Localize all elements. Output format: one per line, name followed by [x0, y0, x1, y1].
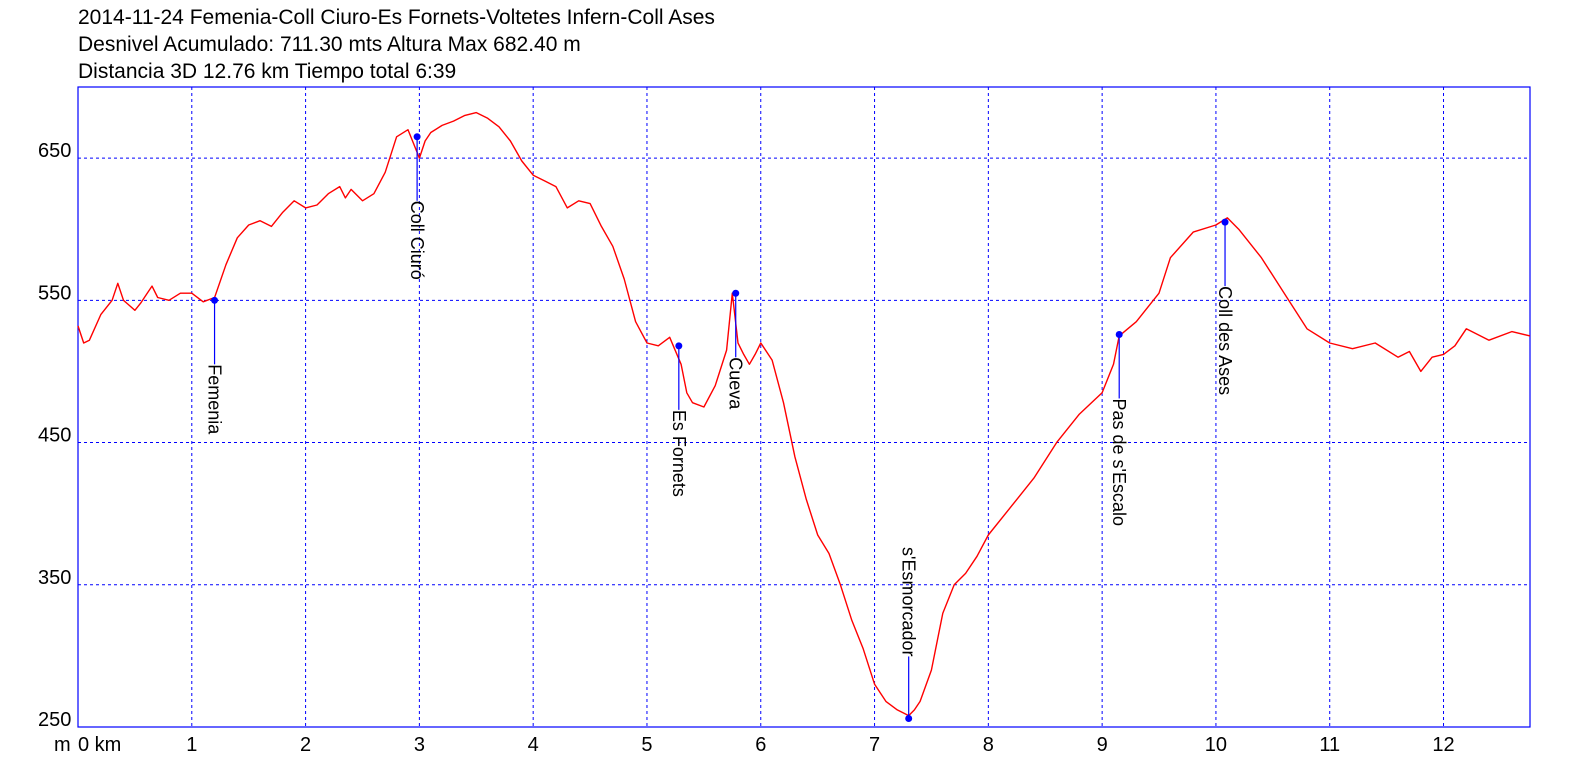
chart-title: 2014-11-24 Femenia-Coll Ciuro-Es Fornets…: [78, 6, 715, 29]
waypoint-marker: [675, 342, 683, 350]
x-tick-label: 11: [1319, 734, 1340, 756]
waypoint-label: Coll Ciuró: [407, 201, 427, 280]
waypoint-label: s'Esmorcador: [899, 547, 919, 656]
x-tick-label: 2: [300, 734, 311, 756]
waypoint-marker: [413, 133, 421, 141]
profile-series: [77, 111, 1531, 717]
x-tick-label: 8: [983, 734, 994, 756]
chart-subtitle-distance: Distancia 3D 12.76 km Tiempo total 6:39: [78, 60, 457, 83]
waypoint-label: Pas de s'Escalo: [1109, 399, 1129, 527]
y-tick-label: 450: [38, 425, 71, 447]
chart-subtitle-elevation: Desnivel Acumulado: 711.30 mts Altura Ma…: [78, 33, 581, 56]
grid-lines: [77, 86, 1531, 728]
waypoint-marker: [1221, 218, 1229, 226]
x-tick-label: 3: [414, 734, 425, 756]
x-tick-label: 0 km: [78, 734, 121, 756]
y-tick-label: 550: [38, 282, 71, 304]
waypoint-marker: [905, 714, 913, 722]
waypoint-marker: [211, 296, 219, 304]
elevation-profile-line: [77, 111, 1531, 717]
waypoint-label: Es Fornets: [669, 410, 689, 497]
waypoint-marker: [1115, 330, 1123, 338]
plot-frame: [77, 86, 1531, 728]
y-tick-label: 350: [38, 567, 71, 589]
y-axis-label: m: [54, 734, 71, 756]
x-tick-label: 9: [1097, 734, 1108, 756]
waypoint-marker: [732, 289, 740, 297]
chart-title-block: 2014-11-24 Femenia-Coll Ciuro-Es Fornets…: [78, 4, 715, 85]
x-tick-label: 10: [1205, 734, 1227, 756]
x-tick-label: 4: [528, 734, 539, 756]
waypoint-label: Femenia: [205, 364, 225, 435]
waypoint-label: Coll des Ases: [1215, 286, 1235, 395]
waypoint-label: Cueva: [726, 357, 746, 410]
x-tick-label: 7: [869, 734, 880, 756]
x-tick-label: 12: [1432, 734, 1454, 756]
waypoint-markers: Femenia Coll Ciuró Es Fornets Cueva s'Esmorc…: [205, 133, 1235, 722]
x-tick-label: 6: [755, 734, 766, 756]
y-tick-label: 650: [38, 140, 71, 162]
y-tick-label: 250: [38, 709, 71, 731]
x-tick-label: 5: [641, 734, 652, 756]
x-tick-label: 1: [186, 734, 197, 756]
